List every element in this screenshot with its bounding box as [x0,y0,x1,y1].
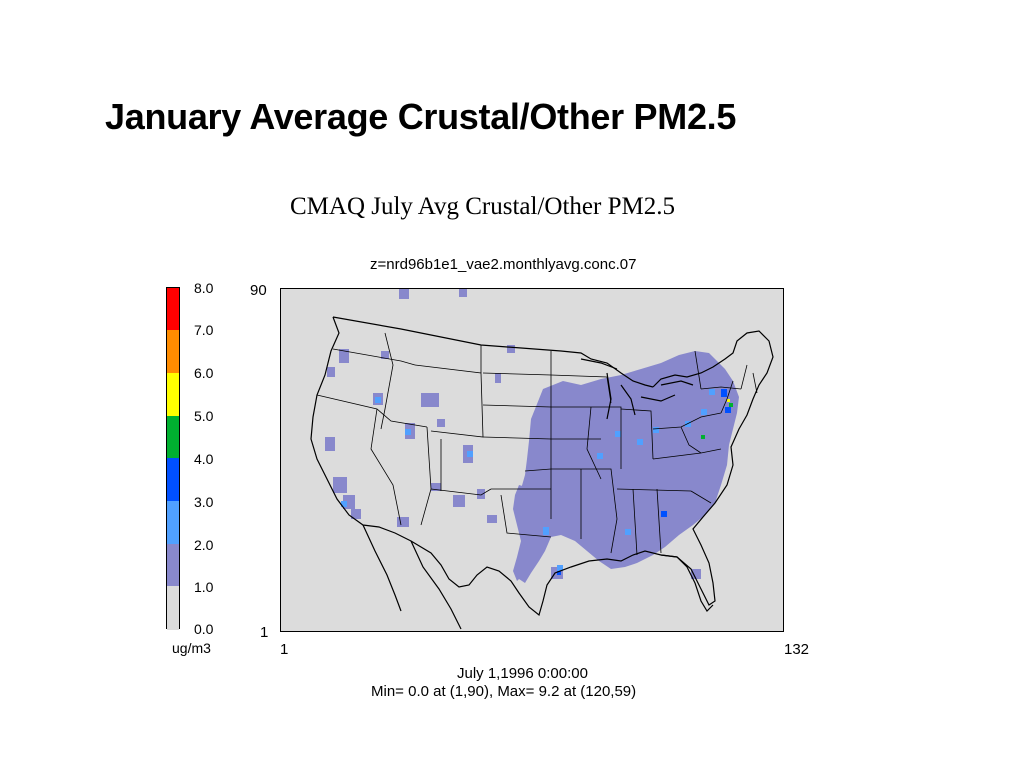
west-cell [397,517,409,527]
west-cell [421,393,439,407]
legend-swatch-2-3 [167,501,179,544]
legend-label-6: 6.0 [194,365,214,381]
mid-concentration-layer [341,389,715,571]
legend-swatch-1-2 [167,544,179,586]
west-cell [399,289,409,299]
west-cell [339,349,349,363]
min-max-stats: Min= 0.0 at (1,90), Max= 9.2 at (120,59) [371,683,637,700]
y-axis-top-label: 90 [250,282,267,299]
legend-label-4: 4.0 [194,451,214,467]
legend-label-1: 1.0 [194,579,214,595]
west-cell [351,509,361,519]
baja [362,524,402,612]
plot-title: CMAQ July Avg Crustal/Other PM2.5 [290,193,675,220]
legend-swatch-6-7 [167,330,179,373]
canada-border [332,316,654,388]
coastline-and-borders [310,316,774,630]
west-cell [507,345,515,353]
west-cell [453,495,465,507]
west-cell [487,515,497,523]
west-cell [495,373,501,383]
great-lakes [580,358,694,420]
west-cell [327,367,335,377]
legend-label-5: 5.0 [194,408,214,424]
florida-cell [691,569,701,579]
concentration-map [280,288,784,632]
west-cell [325,437,335,451]
west-cell [477,489,485,499]
eastern-region-overlay [515,351,739,583]
low-concentration-layer [325,289,739,583]
map-svg [310,289,774,630]
legend-label-7: 7.0 [194,322,214,338]
west-cell [333,477,347,493]
legend-swatch-5-6 [167,373,179,416]
plot-subtitle: z=nrd96b1e1_vae2.monthlyavg.conc.07 [370,256,637,273]
peak-concentration-layer [701,403,733,439]
us-outline [310,316,774,617]
legend-label-8: 8.0 [194,280,214,296]
state-borders [316,332,758,556]
legend-swatch-4-5 [167,416,179,458]
slide-title: January Average Crustal/Other PM2.5 [105,96,737,137]
west-cell [381,351,389,359]
legend-swatch-0-1 [167,586,179,630]
legend-label-3: 3.0 [194,494,214,510]
legend-units: ug/m3 [172,640,211,656]
west-cell [437,419,445,427]
legend-swatch-3-4 [167,458,179,501]
legend-label-0: 0.0 [194,621,214,637]
high-concentration-layer [557,389,731,575]
x-axis-left-label: 1 [280,641,289,658]
color-legend-bar [166,287,180,630]
west-cell [431,483,441,491]
timestamp-label: July 1,1996 0:00:00 [457,665,588,682]
mexico-coast [410,540,462,630]
x-axis-right-label: 132 [784,641,810,658]
max-concentration-layer [727,399,730,402]
legend-swatch-7-8 [167,288,179,330]
south-central-overlay [513,485,547,581]
west-cell [459,289,467,297]
y-axis-bottom-label: 1 [260,624,269,641]
legend-label-2: 2.0 [194,537,214,553]
florida [660,554,714,612]
